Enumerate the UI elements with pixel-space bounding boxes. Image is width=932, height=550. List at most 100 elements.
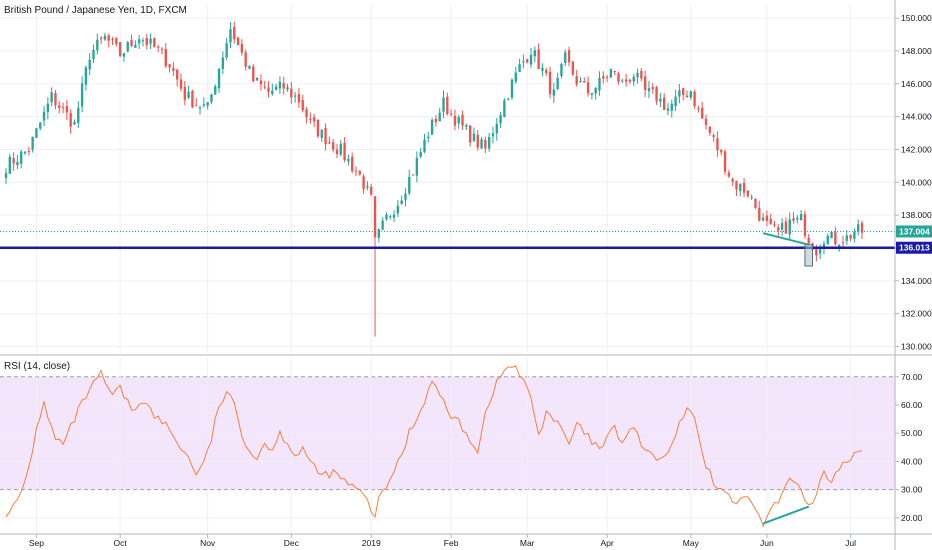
price-overlays — [0, 230, 895, 267]
candle-body — [305, 109, 308, 118]
rsi-axis[interactable]: 20.00 30.00 40.00 50.00 60.00 70.00 — [895, 372, 923, 523]
candle-body — [244, 52, 247, 67]
candle-body — [465, 125, 468, 127]
candle-body — [567, 50, 571, 63]
candle-body — [750, 197, 753, 199]
candle-body — [495, 124, 498, 134]
candle-body — [293, 95, 297, 97]
candle-body — [773, 224, 776, 226]
candle-body — [255, 78, 259, 81]
candle-body — [54, 92, 57, 106]
time-tick-label: May — [683, 538, 700, 548]
candle-body — [312, 117, 316, 122]
candle-body — [780, 223, 784, 230]
candle-body — [415, 157, 419, 176]
rsi-title: RSI (14, close) — [4, 361, 70, 372]
candle-body — [556, 77, 559, 90]
candle-body — [602, 76, 605, 79]
candle-body — [297, 94, 301, 103]
candle-body — [339, 143, 342, 155]
candle-body — [799, 214, 803, 221]
price-pane[interactable]: British Pound / Japanese Yen, 1D, FXCM — [0, 5, 895, 353]
candle-body — [434, 118, 438, 123]
candle-body — [400, 200, 403, 204]
candle-body — [351, 156, 354, 172]
rsi-pane[interactable]: RSI (14, close) — [0, 357, 895, 532]
candle-body — [107, 35, 110, 41]
candle-body — [366, 185, 369, 188]
candle-body — [461, 114, 464, 126]
time-axis[interactable]: Sep Oct Nov Dec 2019 Feb Mar Apr May Jun Jul — [29, 534, 856, 548]
candle-body — [449, 113, 453, 115]
candle-body — [476, 134, 479, 148]
time-tick-label: Apr — [600, 538, 613, 548]
candle-body — [118, 42, 122, 57]
candle-body — [537, 49, 540, 70]
candle-body — [796, 217, 799, 220]
price-tags: 137.004 136.013 — [896, 225, 932, 254]
candle-body — [46, 103, 50, 113]
candle-body — [480, 139, 483, 149]
candle-body — [274, 86, 278, 90]
candle-body — [708, 126, 712, 133]
candle-body — [769, 218, 772, 224]
candle-body — [381, 220, 384, 230]
rsi-series-line — [5, 365, 863, 528]
candle-body — [320, 129, 323, 138]
candle-body — [621, 80, 624, 82]
candle-body — [659, 98, 662, 102]
candle-body — [126, 42, 129, 52]
candle-body — [396, 205, 400, 214]
time-tick-label: 2019 — [362, 538, 381, 548]
candle-body — [202, 104, 206, 106]
candle-body — [263, 86, 266, 88]
candle-body — [716, 138, 719, 151]
price-candles — [4, 21, 864, 337]
candle-body — [636, 72, 639, 78]
price-chart-title: British Pound / Japanese Yen, 1D, FXCM — [4, 5, 187, 16]
time-tick-label: Mar — [520, 538, 535, 548]
candle-body — [701, 107, 704, 119]
candle-body — [217, 68, 221, 89]
candle-body — [849, 234, 852, 239]
support-level-tag-label: 136.013 — [899, 243, 930, 253]
time-tick-label: Jul — [845, 538, 856, 548]
current-price-tag — [896, 225, 932, 238]
candle-body — [830, 232, 833, 239]
candle-body — [362, 176, 365, 190]
candle-body — [712, 135, 715, 137]
candle-body — [35, 128, 38, 138]
candle-body — [845, 235, 848, 241]
rsi-tick-label: 60.00 — [901, 400, 923, 410]
candle-body — [758, 207, 761, 221]
candle-body — [176, 69, 179, 80]
candle-body — [598, 78, 601, 91]
candle-body — [586, 82, 590, 94]
candle-body — [69, 112, 72, 127]
candle-body — [134, 44, 137, 48]
price-tick-label: 132.000 — [901, 309, 932, 319]
candle-body — [168, 64, 171, 68]
candle-body — [141, 40, 145, 42]
price-tick-label: 146.000 — [901, 79, 932, 89]
candle-body — [286, 87, 289, 90]
time-tick-label: Jun — [760, 538, 774, 548]
candle-body — [187, 91, 190, 98]
candle-body — [153, 38, 156, 48]
candle-body — [370, 186, 373, 195]
candle-body — [358, 171, 361, 175]
candle-body — [183, 86, 186, 100]
candle-body — [640, 71, 643, 79]
candle-body — [457, 117, 460, 124]
candle-body — [392, 214, 396, 218]
candle-body — [518, 64, 521, 73]
candle-body — [484, 139, 487, 149]
candle-body — [198, 107, 202, 109]
price-tick-label: 142.000 — [901, 144, 932, 154]
time-tick-label: Dec — [284, 538, 300, 548]
candle-body — [784, 221, 788, 234]
candle-body — [857, 224, 860, 232]
candle-body — [282, 83, 285, 89]
candle-body — [472, 133, 476, 142]
